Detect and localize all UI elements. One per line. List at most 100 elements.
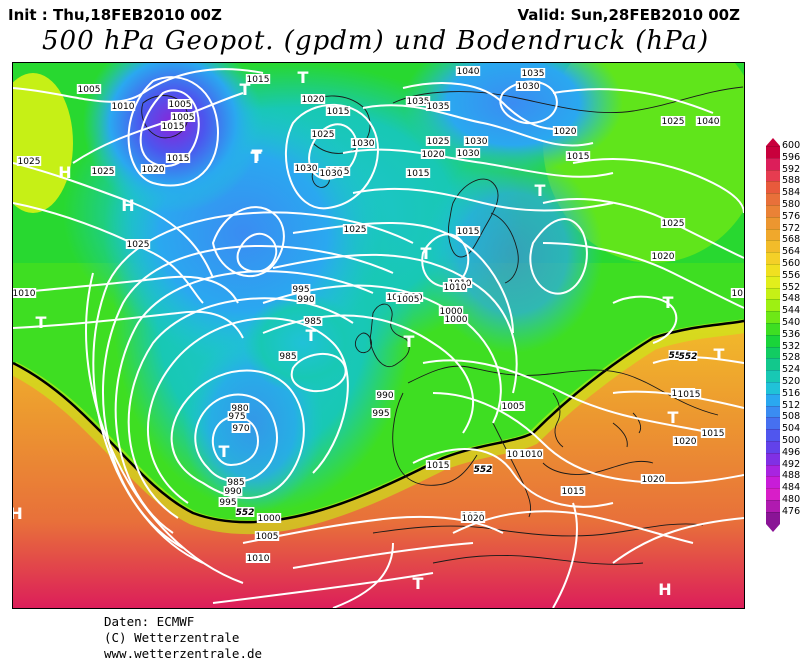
legend-label: 588: [782, 175, 801, 187]
legend-label: 580: [782, 199, 801, 210]
isobar-label-bg: [515, 81, 541, 91]
isobar-label: 1020: [652, 252, 675, 262]
isobar-label: 1010: [112, 102, 135, 112]
isobar-label-bg: [676, 389, 702, 399]
isobar-label: 1025: [344, 225, 367, 235]
legend-label: 492: [782, 458, 801, 470]
isobar-label: 1030: [465, 137, 488, 147]
isobar-label: 995: [219, 498, 236, 508]
low-pressure-marker: T: [36, 313, 47, 332]
isobar-label: 1010: [732, 289, 744, 299]
pressure-centers: TTTTHHTTTTTTTTTHHT: [13, 68, 725, 599]
isobar-label: 1020: [462, 514, 485, 524]
isobar-label-bg: [518, 449, 544, 459]
legend-swatch: [766, 452, 780, 465]
legend-swatch: [766, 429, 780, 441]
legend-swatch: [766, 405, 780, 418]
isobar-label-bg: [660, 116, 686, 126]
isobar-label-bg: [310, 129, 336, 139]
isobar-label: 1005: [256, 532, 279, 542]
isobar-label: 1025: [662, 117, 685, 127]
isobar-label: 1025: [312, 130, 335, 140]
isobar-label-bg: [672, 436, 698, 446]
low-pressure-marker: T: [421, 244, 432, 263]
isobar-label-bg: [350, 138, 376, 148]
legend-swatch: [766, 381, 780, 394]
legend-label: 556: [782, 269, 801, 281]
legend-swatch: [766, 464, 780, 477]
isobar-label: 1015: [327, 107, 350, 117]
isobar-label-bg: [395, 294, 421, 304]
isobar-label-bg: [278, 351, 298, 361]
legend-swatch: [766, 511, 780, 524]
isobar-label: 1025: [662, 219, 685, 229]
legend-swatch: [766, 228, 780, 241]
legend-swatch: [766, 334, 780, 347]
isobar-label: 985: [227, 478, 244, 488]
low-pressure-marker: T: [240, 80, 251, 99]
isobar-label: 1000: [258, 514, 281, 524]
high-pressure-marker: H: [121, 196, 134, 215]
legend-arrow-top: [766, 138, 780, 146]
legend-label: 484: [782, 482, 801, 494]
legend-label: 600: [782, 140, 801, 151]
isobar-label-bg: [165, 153, 191, 163]
legend-label: 548: [782, 293, 801, 305]
legend-label: 528: [782, 352, 801, 364]
isobar-label: 1020: [554, 127, 577, 137]
isobar-label-bg: [160, 121, 186, 131]
legend-arrow-bottom: [766, 523, 780, 532]
isobar-label: 990: [297, 295, 314, 305]
color-legend: [766, 138, 780, 532]
legend-label: 596: [782, 151, 801, 163]
isobar-label: 1005: [169, 100, 192, 110]
isobar-label-bg: [455, 66, 481, 76]
isobar-label-bg: [227, 411, 247, 421]
low-pressure-marker: T: [714, 345, 725, 364]
isobar-label: 1030: [517, 82, 540, 92]
isobar-label-bg: [230, 403, 250, 413]
isobar-label: 970: [232, 424, 249, 434]
isobar-label-bg: [425, 136, 451, 146]
isobar-label-bg: [296, 294, 316, 304]
isobar-label-bg: [660, 218, 686, 228]
isobar-label-bg: [455, 148, 481, 158]
isobars: [13, 68, 744, 608]
isobar-label: 995: [372, 409, 389, 419]
isobar-label-bg: [640, 474, 666, 484]
legend-swatch: [766, 193, 780, 205]
low-pressure-marker: T: [668, 408, 679, 427]
isobar-label: 1000: [445, 315, 468, 325]
legend-label: 524: [782, 364, 801, 376]
isobar-label-bg: [293, 163, 319, 173]
isobar-label-bg: [438, 306, 464, 316]
isobar-label-bg: [505, 449, 531, 459]
isobar-label: 1015: [162, 122, 185, 132]
init-time: Init : Thu,18FEB2010 00Z: [8, 6, 222, 24]
isobar-label-bg: [231, 423, 251, 433]
isobar-label-bg: [371, 408, 391, 418]
legend-swatch: [766, 311, 780, 323]
isobar-label-bg: [300, 94, 326, 104]
high-pressure-marker: H: [58, 163, 71, 182]
legend-label: 488: [782, 470, 801, 482]
isobar-label: 1015: [678, 390, 701, 400]
isobar-label-bg: [420, 149, 446, 159]
isobar-label-bg: [110, 101, 136, 111]
isobar-label: 1040: [697, 117, 720, 127]
legend-label: 560: [782, 258, 801, 269]
isobar-label-bg: [678, 351, 698, 361]
isobar-label-bg: [425, 460, 451, 470]
credit-website: www.wetterzentrale.de: [104, 646, 263, 661]
weather-map: 1005 1010 1005 1005 1015 1015 1020 1015 1030 1040…: [12, 62, 745, 609]
isobar-label: 985: [279, 352, 296, 362]
isohypse-552: [13, 319, 744, 524]
isobar-label: 1020: [422, 150, 445, 160]
legend-label: 496: [782, 446, 801, 458]
legend-label: 592: [782, 163, 801, 175]
legend-swatch: [766, 370, 780, 382]
isobar-label-bg: [695, 116, 721, 126]
credit-data-source: Daten: ECMWF: [104, 614, 195, 629]
legend-swatch: [766, 169, 780, 182]
